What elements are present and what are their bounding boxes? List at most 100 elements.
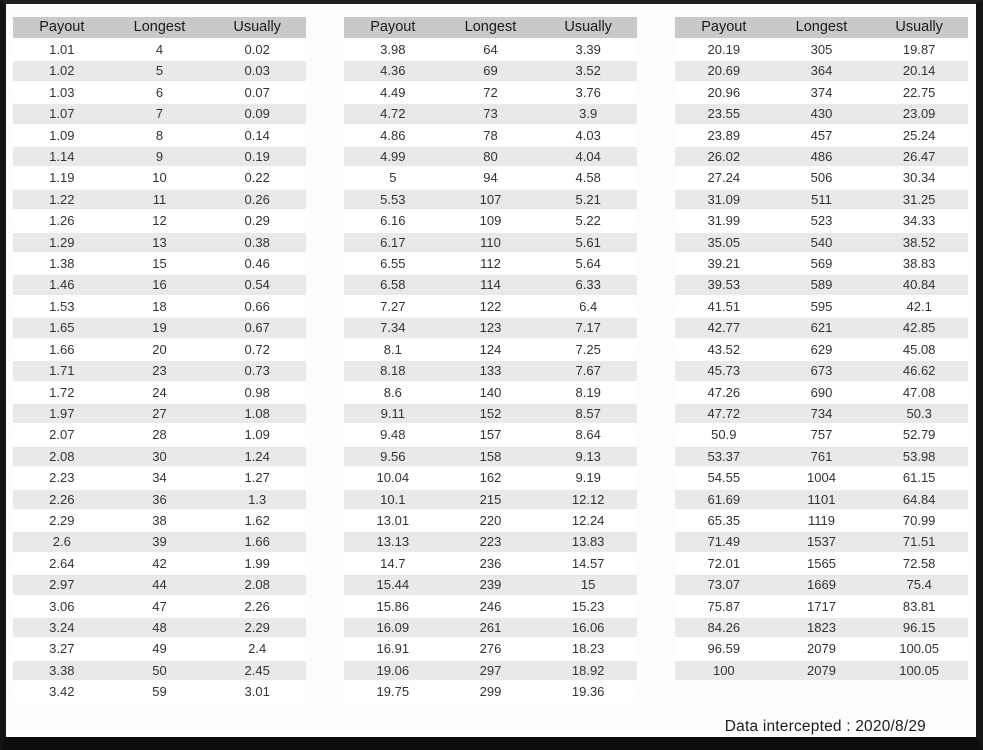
cell: 16.06 xyxy=(539,617,637,638)
column-header-payout: Payout xyxy=(344,17,442,38)
table-row: 2.6 39 1.66 xyxy=(13,532,306,552)
table-row: 10.04 162 9.19 xyxy=(344,468,637,488)
cell: 299 xyxy=(441,682,540,702)
cell: 64.84 xyxy=(870,489,968,509)
cell: 16.09 xyxy=(344,617,442,638)
cell: 2.29 xyxy=(208,617,306,638)
cell: 31.99 xyxy=(675,211,773,231)
cell: 36 xyxy=(110,489,209,509)
cell: 0.67 xyxy=(208,318,306,338)
cell: 26.02 xyxy=(675,147,773,167)
table-row: 13.01 220 12.24 xyxy=(344,510,637,531)
cell: 1.09 xyxy=(208,425,306,445)
cell: 1.03 xyxy=(13,82,111,103)
cell: 261 xyxy=(441,617,540,638)
cell: 2.23 xyxy=(13,468,111,488)
cell: 52.79 xyxy=(870,425,968,445)
cell: 595 xyxy=(772,296,871,317)
cell: 0.54 xyxy=(208,275,306,295)
cell: 20.96 xyxy=(675,82,773,103)
cell: 69 xyxy=(441,61,540,81)
table-row: 1.07 7 0.09 xyxy=(13,104,306,124)
cell: 20.19 xyxy=(675,40,773,60)
table-row: 2.07 28 1.09 xyxy=(13,425,306,445)
table-row: 54.55 1004 61.15 xyxy=(675,468,968,488)
cell: 40.84 xyxy=(870,275,968,295)
cell: 110 xyxy=(441,232,540,253)
cell: 15 xyxy=(539,575,637,595)
cell: 1.46 xyxy=(13,275,111,295)
cell: 34 xyxy=(110,468,209,488)
table-row: 1.38 15 0.46 xyxy=(13,254,306,274)
cell: 49 xyxy=(110,639,209,659)
table-row: 19.75 299 19.36 xyxy=(344,682,637,702)
cell: 364 xyxy=(772,61,871,81)
table-row: 39.21 569 38.83 xyxy=(675,254,968,274)
table-row: 2.23 34 1.27 xyxy=(13,468,306,488)
table-row: 23.55 430 23.09 xyxy=(675,104,968,124)
cell: 42.85 xyxy=(870,318,968,338)
cell: 734 xyxy=(772,403,871,424)
cell: 3.06 xyxy=(13,596,111,616)
table-row: 8.1 124 7.25 xyxy=(344,339,637,360)
cell: 13.83 xyxy=(539,532,637,552)
cell: 2.97 xyxy=(13,575,111,595)
column-header-usually: Usually xyxy=(539,17,637,38)
cell: 1.65 xyxy=(13,318,111,338)
cell: 589 xyxy=(772,275,871,295)
cell: 2.64 xyxy=(13,553,111,574)
cell: 1.02 xyxy=(13,61,111,81)
cell: 276 xyxy=(441,639,540,659)
table-row: 61.69 1101 64.84 xyxy=(675,489,968,509)
cell: 1.26 xyxy=(13,211,111,231)
cell: 10.04 xyxy=(344,468,442,488)
cell: 38.52 xyxy=(870,232,968,253)
table-row: 1.02 5 0.03 xyxy=(13,61,306,81)
table-row: 1.66 20 0.72 xyxy=(13,339,306,360)
table-header: Payout Longest Usually xyxy=(13,17,306,38)
cell: 152 xyxy=(441,403,540,424)
cell: 4.36 xyxy=(344,61,442,81)
cell: 13.13 xyxy=(344,532,442,552)
cell: 31.09 xyxy=(675,189,773,210)
payout-table-1: Payout Longest Usually 1.01 4 0.02 1.02 5 0.0… xyxy=(13,15,306,704)
cell: 35.05 xyxy=(675,232,773,253)
cell: 43.52 xyxy=(675,339,773,360)
table-row: 1.97 27 1.08 xyxy=(13,403,306,424)
cell: 1717 xyxy=(772,596,871,616)
table-row: 4.49 72 3.76 xyxy=(344,82,637,103)
cell: 4.04 xyxy=(539,147,637,167)
cell: 15.44 xyxy=(344,575,442,595)
cell: 47.08 xyxy=(870,382,968,402)
table-row: 31.09 511 31.25 xyxy=(675,189,968,210)
cell: 1.07 xyxy=(13,104,111,124)
cell: 0.72 xyxy=(208,339,306,360)
cell: 0.29 xyxy=(208,211,306,231)
cell: 506 xyxy=(772,168,871,188)
cell: 27.24 xyxy=(675,168,773,188)
cell: 71.49 xyxy=(675,532,773,552)
cell: 9.19 xyxy=(539,468,637,488)
cell: 8.64 xyxy=(539,425,637,445)
table-row: 10.1 215 12.12 xyxy=(344,489,637,509)
table-row: 20.69 364 20.14 xyxy=(675,61,968,81)
cell: 5.53 xyxy=(344,189,442,210)
cell: 1669 xyxy=(772,575,871,595)
cell: 107 xyxy=(441,189,540,210)
cell: 53.98 xyxy=(870,446,968,467)
table-row: 84.26 1823 96.15 xyxy=(675,617,968,638)
cell: 72 xyxy=(441,82,540,103)
cell: 1.09 xyxy=(13,125,111,146)
cell: 4.86 xyxy=(344,125,442,146)
table-row: 2.26 36 1.3 xyxy=(13,489,306,509)
cell: 1.29 xyxy=(13,232,111,253)
cell: 511 xyxy=(772,189,871,210)
cell: 19 xyxy=(110,318,209,338)
table-row: 47.72 734 50.3 xyxy=(675,403,968,424)
table-row: 45.73 673 46.62 xyxy=(675,361,968,381)
table-body: 1.01 4 0.02 1.02 5 0.03 1.03 6 0.07 1.07 7 0.09 1.09… xyxy=(13,40,306,702)
cell: 73 xyxy=(441,104,540,124)
cell: 761 xyxy=(772,446,871,467)
table-row: 42.77 621 42.85 xyxy=(675,318,968,338)
